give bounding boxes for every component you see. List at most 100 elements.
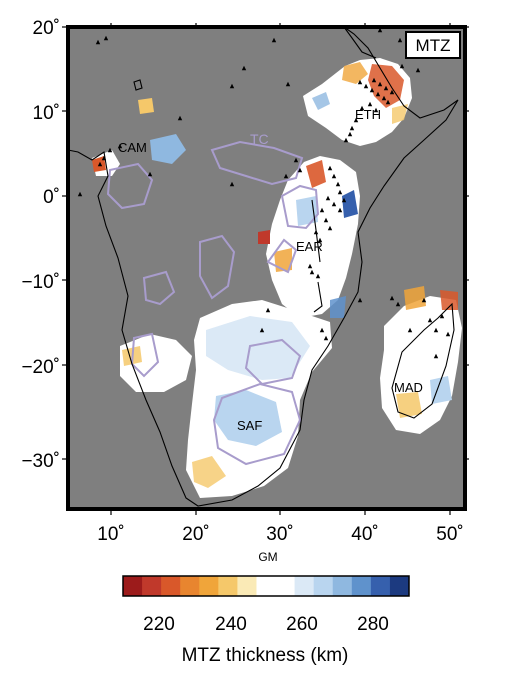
station-marker [433, 327, 439, 333]
station-marker [397, 37, 403, 43]
station-marker [389, 89, 395, 95]
patch-ear [266, 156, 360, 318]
patch-madagascar-yellow [396, 392, 422, 418]
patch-madagascar-blue [430, 376, 452, 404]
station-marker [95, 39, 101, 45]
station-marker [337, 189, 343, 195]
station-marker [445, 331, 451, 337]
station-marker [343, 137, 349, 143]
station-marker [77, 191, 83, 197]
colorbar-tick-labels: 220 240 260 280 [143, 614, 389, 635]
station-marker [421, 297, 427, 303]
station-marker [259, 327, 265, 333]
lat-tick-label: 10˚ [33, 103, 60, 124]
coastline-africa [67, 26, 459, 507]
outline-congo-2 [142, 270, 176, 306]
station-marker [309, 269, 315, 275]
station-marker [297, 167, 303, 173]
station-marker [407, 327, 413, 333]
station-marker [323, 335, 329, 341]
station-marker [147, 171, 153, 177]
colorbar-title: MTZ thickness (km) [182, 645, 349, 666]
station-marker [117, 143, 123, 149]
gm-label: GM [258, 550, 277, 564]
lat-tick-labels: 20˚ 10˚ 0˚ −10˚ −20˚ −30˚ [21, 18, 60, 472]
lat-tick-label: 0˚ [43, 187, 60, 208]
patch-ear-darkred [258, 230, 270, 244]
station-marker [377, 81, 383, 87]
station-marker [315, 273, 321, 279]
patch-ear-blue [342, 190, 358, 218]
colorbar-swatch [313, 576, 334, 596]
station-marker [241, 65, 247, 71]
station-marker [331, 173, 337, 179]
station-marker [319, 327, 325, 333]
patch-cam-blue [150, 134, 186, 164]
station-marker [283, 173, 289, 179]
station-marker [107, 147, 113, 153]
station-marker [341, 197, 347, 203]
lon-tick-labels: 10˚ 20˚ 30˚ 40˚ 50˚ [97, 524, 463, 545]
patch-saf-blue [214, 390, 282, 446]
station-marker [271, 37, 277, 43]
outline-saf [212, 382, 302, 466]
station-marker [357, 297, 363, 303]
lon-tick-label: 50˚ [436, 524, 463, 545]
station-marker [319, 207, 325, 213]
axis-ticks [62, 23, 469, 515]
colorbar-swatch [142, 576, 162, 596]
colorbar-tick-label: 220 [143, 614, 175, 635]
coastline-madagascar [391, 302, 455, 419]
province-outlines [106, 140, 320, 466]
patch-ethiopia-yellow [392, 104, 408, 124]
colorbar-swatch [180, 576, 200, 596]
patch-ear-red [306, 160, 326, 188]
lon-tick-label: 40˚ [351, 524, 378, 545]
station-marker [395, 301, 401, 307]
colorbar-tick-label: 240 [215, 614, 247, 635]
station-marker [439, 313, 445, 319]
colorbar-tick-label: 280 [357, 614, 389, 635]
lon-tick-label: 10˚ [97, 524, 124, 545]
lat-tick-label: −30˚ [21, 451, 60, 472]
colorbar-swatch [256, 576, 277, 596]
colorbar [123, 576, 410, 596]
station-marker [427, 317, 433, 323]
station-marker [101, 155, 107, 161]
patch-ear-orange [274, 248, 292, 272]
outline-tanzania-craton-2 [280, 184, 320, 230]
lat-tick-label: −20˚ [21, 357, 60, 378]
region-labels: CAM TC ETH EAR SAF MAD [118, 107, 423, 433]
station-marker [285, 81, 291, 87]
station-marker [347, 131, 353, 137]
patch-madagascar-red [440, 290, 458, 310]
outline-tanzania-craton [210, 140, 304, 186]
region-label-cam: CAM [118, 140, 147, 155]
station-marker [313, 229, 319, 235]
colorbar-swatch [370, 576, 391, 596]
station-marker [335, 181, 341, 187]
outline-west-craton [106, 162, 154, 210]
lon-tick-label: 30˚ [266, 524, 293, 545]
station-marker [229, 83, 235, 89]
station-marker [359, 105, 365, 111]
station-marker [327, 165, 333, 171]
station-marker [317, 237, 323, 243]
station-marker [373, 107, 379, 113]
station-marker [323, 217, 329, 223]
station-marker [331, 201, 337, 207]
lat-tick-label: −10˚ [21, 272, 60, 293]
outline-congo-1 [199, 234, 236, 300]
coastline-nile-coast [343, 26, 377, 59]
region-label-ear: EAR [296, 239, 323, 254]
station-marker [367, 101, 373, 107]
colorbar-tick-label: 260 [286, 614, 318, 635]
colorbar-swatch [218, 576, 238, 596]
colorbar-swatch [275, 576, 296, 596]
colorbar-swatch [161, 576, 181, 596]
station-marker [293, 157, 299, 163]
station-marker [415, 67, 421, 73]
station-marker [381, 95, 387, 101]
station-marker [433, 353, 439, 359]
patch-saf-orange [192, 456, 226, 488]
